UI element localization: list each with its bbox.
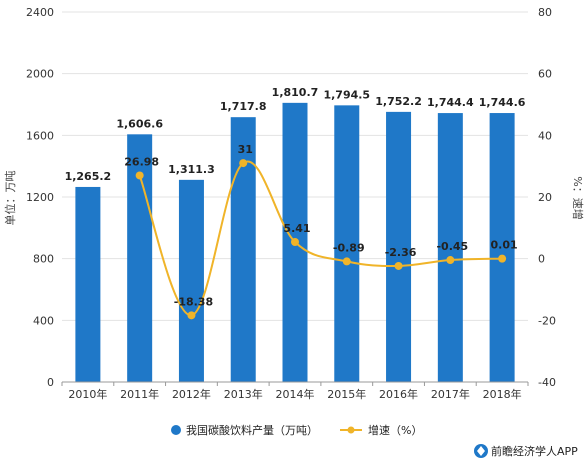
y-right-tick-label: -40	[538, 376, 556, 389]
source-label: 前瞻经济学人APP	[491, 444, 578, 458]
axes: 0 400 800 1200 1600 2000 2400 -40 -20 0 20 40 60 80 20…	[26, 6, 556, 401]
growth-rate-point	[342, 257, 351, 266]
growth-rate-point	[394, 261, 403, 270]
bar-value-label: 1,606.6	[116, 117, 163, 130]
bar-value-label: 1,744.4	[427, 96, 474, 109]
y-left-tick-label: 1200	[26, 191, 54, 204]
growth-rate-label: 0.01	[491, 239, 518, 252]
legend-bar-label: 我国碳酸饮料产量（万吨）	[186, 423, 318, 437]
bar-series	[75, 102, 515, 383]
legend: 我国碳酸饮料产量（万吨） 增速（%）	[171, 423, 422, 437]
y-right-tick-label: 40	[538, 129, 552, 142]
y-right-tick-label: 80	[538, 6, 552, 19]
legend-bar-marker	[171, 425, 181, 435]
bar-value-label: 1,810.7	[272, 86, 319, 99]
bar-value-label: 1,311.3	[168, 163, 215, 176]
growth-rate-label: -2.36	[385, 246, 417, 259]
source-credit: 前瞻经济学人APP	[474, 444, 578, 458]
bar-value-label: 1,265.2	[65, 170, 112, 183]
growth-rate-point	[291, 237, 299, 246]
growth-rate-point	[187, 311, 196, 320]
bar-value-label: 1,717.8	[220, 100, 267, 113]
y-right-tick-label: 0	[538, 253, 545, 266]
growth-rate-point	[239, 159, 248, 168]
y-left-tick-label: 2000	[26, 68, 54, 81]
legend-line-dot	[347, 426, 355, 434]
bar	[230, 117, 256, 383]
growth-rate-point	[446, 256, 455, 265]
line-series	[135, 159, 507, 320]
legend-line-label: 增速（%）	[368, 423, 422, 437]
x-tick-label: 2014年	[276, 387, 315, 401]
y-left-tick-label: 400	[33, 314, 54, 327]
bar	[489, 113, 515, 382]
x-tick-label: 2017年	[431, 387, 470, 401]
bar	[178, 179, 204, 382]
data-labels: 1,265.2 1,606.6 1,311.3 1,717.8 1,810.7 1,794…	[65, 86, 526, 308]
x-tick-label: 2012年	[172, 387, 211, 401]
growth-rate-label: 5.41	[283, 222, 310, 235]
bar	[386, 111, 412, 382]
growth-rate-point	[498, 254, 507, 263]
qianzhan-logo-icon	[474, 444, 488, 458]
y-right-tick-label: -20	[538, 314, 556, 327]
growth-rate-point	[135, 171, 144, 180]
growth-rate-label: -0.89	[333, 241, 365, 254]
bar-value-label: 1,744.6	[479, 96, 526, 109]
bar-value-label: 1,794.5	[323, 88, 370, 101]
growth-rate-label: 26.98	[124, 155, 159, 168]
y-left-tick-label: 1600	[26, 129, 54, 142]
growth-rate-label: -18.38	[174, 295, 213, 308]
bar-value-label: 1,752.2	[375, 95, 422, 108]
bar	[127, 134, 153, 382]
bar	[437, 113, 463, 383]
y-right-axis-title: %：速增	[571, 176, 585, 219]
growth-rate-label: 31	[238, 143, 253, 156]
x-tick-label: 2018年	[483, 387, 522, 401]
x-tick-label: 2011年	[120, 387, 159, 401]
x-tick-label: 2010年	[68, 387, 107, 401]
growth-rate-label: -0.45	[436, 240, 468, 253]
x-tick-label: 2013年	[224, 387, 263, 401]
y-left-axis-title: 单位：万吨	[3, 171, 17, 226]
y-left-tick-label: 800	[33, 253, 54, 266]
bar	[75, 186, 101, 382]
y-left-tick-label: 2400	[26, 6, 54, 19]
x-tick-label: 2016年	[379, 387, 418, 401]
x-tick-label: 2015年	[327, 387, 366, 401]
y-right-tick-label: 20	[538, 191, 552, 204]
bar	[334, 105, 360, 383]
y-left-tick-label: 0	[47, 376, 54, 389]
y-right-tick-label: 60	[538, 68, 552, 81]
